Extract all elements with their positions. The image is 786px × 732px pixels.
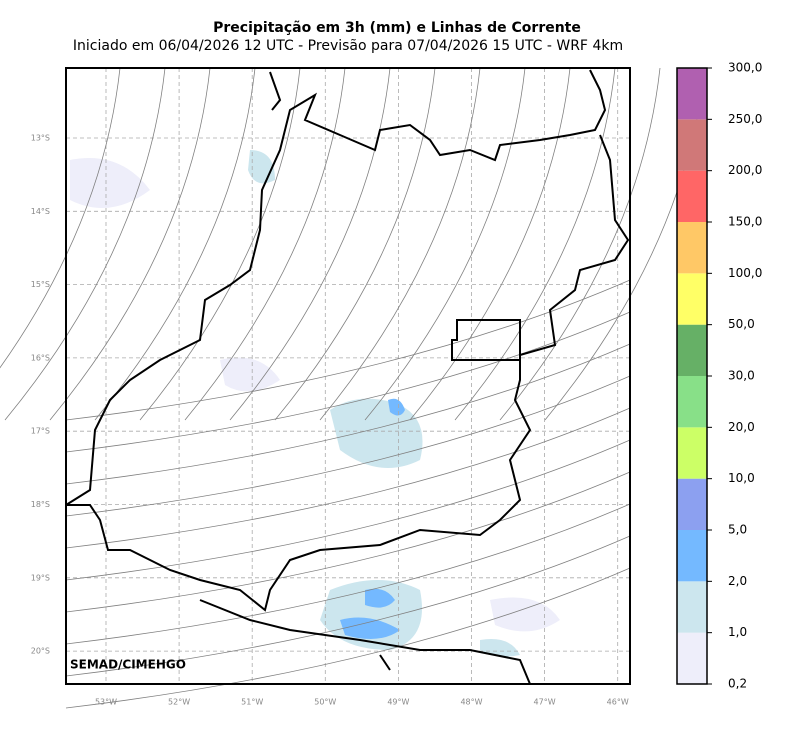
colorbar-label: 0,2: [728, 677, 747, 691]
streamline: [94, 67, 256, 421]
colorbar-swatch: [677, 222, 707, 274]
streamline: [274, 67, 436, 421]
lat-label: 20°S: [31, 647, 50, 656]
lat-label: 15°S: [31, 280, 50, 289]
lat-label: 19°S: [31, 573, 50, 582]
streamline: [499, 67, 661, 421]
colorbar-swatch: [677, 170, 707, 222]
precipitation: [70, 150, 560, 657]
colorbar-swatch: [677, 427, 707, 479]
colorbar-label: 1,0: [728, 625, 747, 639]
colorbar-swatch: [677, 376, 707, 428]
lon-label: 51°W: [241, 698, 263, 707]
streamline: [184, 67, 346, 421]
watermark: SEMAD/CIMEHGO: [70, 658, 186, 672]
streamline: [65, 567, 631, 709]
streamline: [65, 279, 631, 421]
streamline: [65, 439, 631, 581]
map-frame: [65, 67, 631, 685]
graticule: [66, 68, 630, 684]
streamline: [65, 503, 631, 645]
streamline: [364, 67, 526, 421]
colorbar-label: 20,0: [728, 420, 755, 434]
streamlines: [0, 67, 706, 709]
lat-label: 13°S: [31, 134, 50, 143]
colorbar-label: 2,0: [728, 574, 747, 588]
colorbar-label: 30,0: [728, 369, 755, 383]
subtitle: Iniciado em 06/04/2026 12 UTC - Previsão…: [73, 38, 623, 54]
colorbar-swatch: [677, 530, 707, 582]
colorbar-label: 5,0: [728, 523, 747, 537]
colorbar-swatch: [677, 478, 707, 530]
streamline: [65, 311, 631, 453]
lat-label: 17°S: [31, 427, 50, 436]
colorbar-label: 150,0: [728, 215, 762, 229]
colorbar-swatch: [677, 119, 707, 171]
lon-label: 50°W: [314, 698, 336, 707]
lon-label: 48°W: [460, 698, 482, 707]
streamline: [65, 471, 631, 613]
streamline: [65, 535, 631, 677]
colorbar-label: 250,0: [728, 112, 762, 126]
colorbar-swatch: [677, 273, 707, 325]
streamline: [65, 407, 631, 549]
lon-label: 53°W: [95, 698, 117, 707]
streamline: [65, 375, 631, 517]
colorbar: 0,2 1,0 2,0 5,0 10,0 20,0 30,0 50,0 100,0 150,0 20…: [676, 61, 762, 691]
streamline: [319, 67, 481, 421]
colorbar-swatch: [677, 68, 707, 120]
lat-label: 16°S: [31, 353, 50, 362]
streamline: [49, 67, 211, 421]
colorbar-label: 50,0: [728, 317, 755, 331]
streamline: [4, 67, 166, 421]
colorbar-swatch: [677, 632, 707, 684]
lon-label: 49°W: [387, 698, 409, 707]
colorbar-label: 10,0: [728, 471, 755, 485]
streamline: [65, 343, 631, 485]
streamline: [0, 67, 121, 369]
streamline: [229, 67, 391, 421]
streamline: [139, 67, 301, 421]
lat-label: 18°S: [31, 500, 50, 509]
lon-label: 52°W: [168, 698, 190, 707]
streamline: [454, 67, 616, 421]
lat-label: 14°S: [31, 207, 50, 216]
state-borders: [65, 69, 630, 685]
lon-label: 47°W: [534, 698, 556, 707]
colorbar-swatch: [677, 581, 707, 633]
streamline: [409, 67, 571, 421]
title: Precipitação em 3h (mm) e Linhas de Corr…: [213, 20, 581, 36]
lon-label: 46°W: [607, 698, 629, 707]
colorbar-label: 100,0: [728, 266, 762, 280]
colorbar-swatch: [677, 324, 707, 376]
colorbar-label: 300,0: [728, 61, 762, 75]
colorbar-label: 200,0: [728, 163, 762, 177]
